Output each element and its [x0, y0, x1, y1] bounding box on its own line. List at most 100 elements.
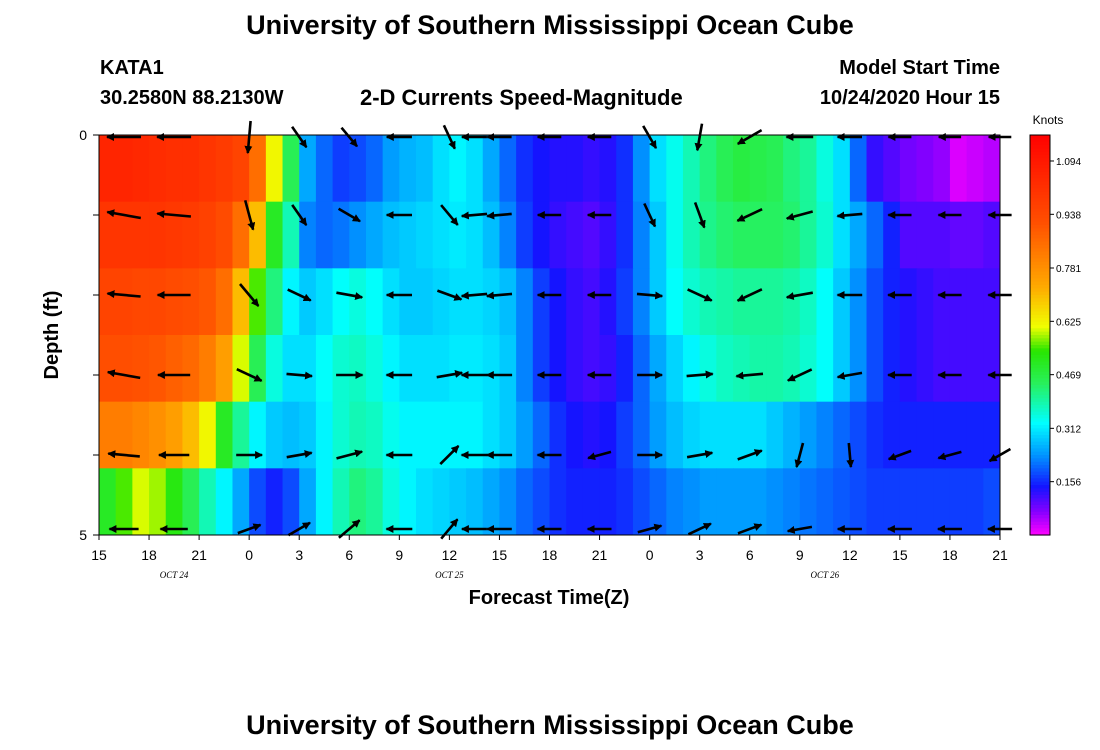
- heatmap-cell: [666, 268, 684, 336]
- colorbar-segment: [1030, 338, 1050, 343]
- heatmap-cell: [199, 268, 217, 336]
- heatmap-cell: [916, 201, 934, 269]
- current-vector-arrow: [686, 450, 714, 459]
- x-tick-label: 21: [191, 547, 207, 563]
- heatmap-cell: [115, 201, 133, 269]
- heatmap-cell: [566, 201, 584, 269]
- heatmap-cell: [99, 135, 117, 203]
- colorbar-segment: [1030, 255, 1050, 259]
- heatmap-cell: [315, 201, 334, 269]
- heatmap-cell: [282, 268, 300, 336]
- colorbar-segment: [1030, 371, 1050, 376]
- current-vector-arrow: [107, 450, 140, 459]
- heatmap-cell: [115, 401, 133, 469]
- heatmap-cell: [749, 335, 768, 403]
- heatmap-cell: [682, 201, 701, 269]
- heatmap-cell: [582, 335, 601, 403]
- heatmap-cell: [616, 201, 634, 269]
- heatmap-cell: [966, 135, 984, 203]
- colorbar-segment: [1030, 428, 1050, 433]
- heatmap-cell: [182, 468, 200, 535]
- heatmap-cell: [332, 401, 350, 469]
- heatmap-cell: [916, 468, 934, 535]
- heatmap-cell: [115, 135, 133, 203]
- heatmap-cell: [699, 135, 717, 203]
- heatmap-cell: [249, 201, 267, 269]
- colorbar-segment: [1030, 328, 1050, 333]
- colorbar-segment: [1030, 165, 1050, 169]
- heatmap-cell: [249, 468, 267, 535]
- heatmap-cell: [733, 335, 751, 403]
- heatmap-cell: [99, 268, 117, 336]
- heatmap-cell: [666, 335, 684, 403]
- current-vector-arrow: [836, 211, 863, 220]
- heatmap-cell: [249, 335, 267, 403]
- heatmap-cell: [649, 135, 667, 203]
- heatmap-cell: [566, 135, 584, 203]
- current-vector-arrow: [236, 368, 263, 382]
- heatmap-cell: [916, 268, 934, 336]
- current-vector-arrow: [237, 523, 262, 535]
- heatmap-cell: [949, 201, 968, 269]
- heatmap-cell: [966, 268, 984, 336]
- heatmap-cell: [966, 401, 984, 469]
- heatmap-cell: [466, 468, 484, 535]
- heatmap-cell: [599, 135, 617, 203]
- current-vector-arrow: [687, 522, 712, 536]
- heatmap-cell: [549, 201, 567, 269]
- heatmap-cell: [666, 201, 684, 269]
- heatmap-cell: [399, 468, 417, 535]
- heatmap-cell: [382, 268, 400, 336]
- colorbar-segment: [1030, 445, 1050, 449]
- heatmap-cell: [299, 201, 317, 269]
- heatmap-cell: [115, 335, 133, 403]
- colorbar-segment: [1030, 438, 1050, 443]
- page-title-bottom: University of Southern Mississippi Ocean…: [246, 710, 854, 740]
- colorbar-segment: [1030, 451, 1050, 456]
- x-axis-label: Forecast Time(Z): [469, 587, 630, 609]
- heatmap-cell: [766, 201, 784, 269]
- heatmap-cell: [783, 135, 801, 203]
- heatmap-cell: [399, 268, 417, 336]
- colorbar-segment: [1030, 308, 1050, 313]
- heatmap-cell: [499, 468, 517, 535]
- heatmap-cell: [349, 201, 367, 269]
- heatmap-cell: [716, 201, 734, 269]
- heatmap-cell: [766, 401, 784, 469]
- heatmap-cell: [599, 268, 617, 336]
- heatmap-cell: [733, 135, 751, 203]
- x-tick-label: 3: [696, 547, 704, 563]
- heatmap-cell: [949, 468, 968, 535]
- heatmap-cell: [699, 468, 717, 535]
- heatmap-cell: [716, 335, 734, 403]
- current-vector-arrow: [106, 209, 142, 220]
- date-label: OCT 24: [160, 570, 189, 580]
- colorbar-segment: [1030, 435, 1050, 439]
- heatmap-cell: [516, 135, 534, 203]
- heatmap-cell: [449, 135, 467, 203]
- heatmap-cell: [182, 135, 200, 203]
- heatmap-cell: [899, 201, 918, 269]
- current-vector-arrow: [686, 370, 714, 379]
- colorbar-segment: [1030, 471, 1050, 476]
- colorbar-segment: [1030, 478, 1050, 483]
- colorbar-segment: [1030, 188, 1050, 193]
- heatmap-cell: [716, 135, 734, 203]
- heatmap-cell: [482, 401, 501, 469]
- heatmap-cell: [432, 201, 450, 269]
- current-vector-arrow: [786, 525, 813, 534]
- heatmap-cell: [416, 335, 434, 403]
- colorbar-segment: [1030, 135, 1050, 139]
- heatmap-cell: [599, 401, 617, 469]
- heatmap-cell: [149, 335, 167, 403]
- heatmap-cell: [849, 401, 868, 469]
- colorbar-segment: [1030, 431, 1050, 436]
- colorbar-segment: [1030, 291, 1050, 296]
- heatmap-cell: [215, 268, 234, 336]
- colorbar-segment: [1030, 318, 1050, 323]
- heatmap-cell: [749, 135, 768, 203]
- colorbar-segment: [1030, 171, 1050, 176]
- colorbar-segment: [1030, 468, 1050, 473]
- heatmap-cell: [332, 135, 350, 203]
- colorbar-segment: [1030, 408, 1050, 413]
